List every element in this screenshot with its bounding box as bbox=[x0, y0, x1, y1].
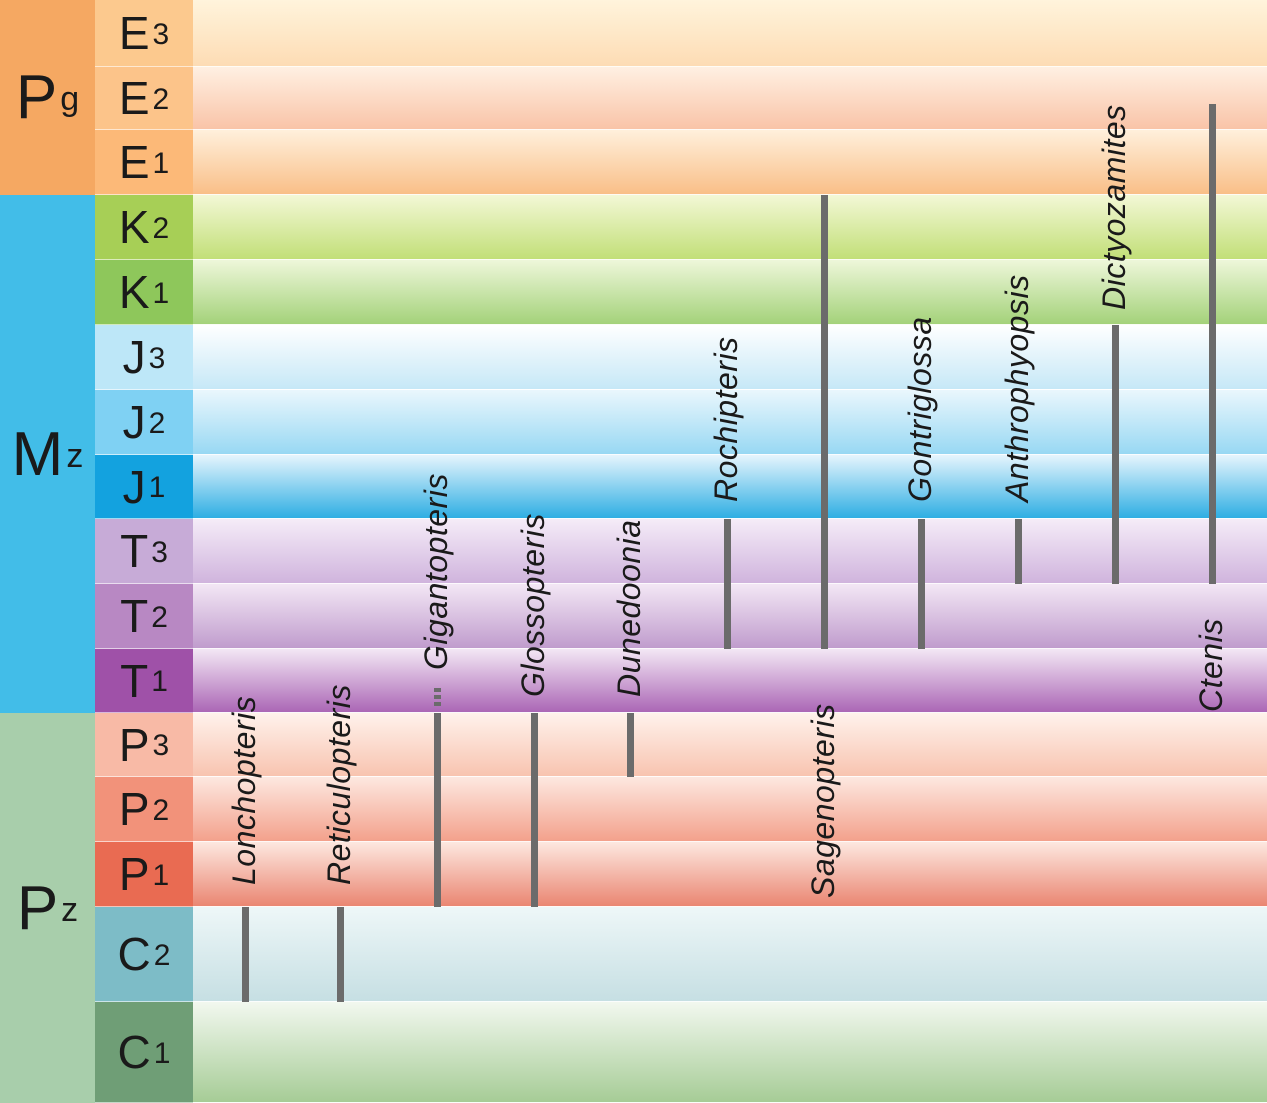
era-symbol: P bbox=[16, 873, 59, 943]
range-bar-dunedoonia bbox=[627, 713, 634, 777]
stage-symbol: P bbox=[118, 718, 150, 771]
stage-band-k1 bbox=[193, 260, 1267, 325]
stage-subscript: 3 bbox=[151, 535, 168, 569]
taxon-label-lonchopteris: Lonchopteris bbox=[226, 695, 262, 885]
stage-band-t1 bbox=[193, 649, 1267, 713]
stage-subscript: 2 bbox=[152, 793, 170, 827]
range-bar-rochipteris bbox=[724, 519, 731, 649]
range-bar-ctenis bbox=[1209, 104, 1216, 584]
stage-subscript: 1 bbox=[152, 276, 170, 310]
stage-band-p3 bbox=[193, 713, 1267, 777]
era-symbol: M bbox=[11, 419, 64, 489]
taxon-label-glossopteris: Glossopteris bbox=[515, 513, 551, 697]
range-bar-reticulopteris bbox=[337, 907, 344, 1002]
stage-band-e1 bbox=[193, 130, 1267, 195]
stage-band-k2 bbox=[193, 195, 1267, 260]
stage-symbol: P bbox=[118, 848, 150, 900]
stage-subscript: 1 bbox=[151, 665, 168, 699]
stage-symbol: J bbox=[122, 396, 146, 448]
taxon-label-reticulopteris: Reticulopteris bbox=[321, 684, 357, 885]
stage-band-e2 bbox=[193, 67, 1267, 130]
stage-subscript: 3 bbox=[152, 729, 170, 763]
stage-symbol: J bbox=[122, 331, 146, 383]
taxon-label-sagenopteris: Sagenopteris bbox=[805, 703, 841, 898]
stage-band-j3 bbox=[193, 325, 1267, 390]
stage-subscript: 2 bbox=[153, 938, 171, 972]
stage-symbol: T bbox=[120, 525, 149, 577]
range-bar-dash-gigantopteris-0 bbox=[434, 688, 441, 692]
range-bar-lonchopteris bbox=[242, 907, 249, 1002]
stage-band-p2 bbox=[193, 777, 1267, 842]
stage-symbol: E bbox=[118, 136, 150, 188]
stage-band-j2 bbox=[193, 390, 1267, 455]
era-symbol: P bbox=[15, 63, 58, 132]
range-bar-gigantopteris bbox=[434, 713, 441, 907]
stage-symbol: C bbox=[117, 928, 151, 980]
taxon-label-gontriglossa: Gontriglossa bbox=[902, 316, 938, 502]
stage-band-j1 bbox=[193, 455, 1267, 519]
stage-subscript: 2 bbox=[152, 211, 170, 245]
range-bar-dash-gigantopteris-2 bbox=[434, 702, 441, 706]
era-subscript: z bbox=[61, 890, 79, 929]
stage-band-p1 bbox=[193, 842, 1267, 907]
stage-symbol: P bbox=[118, 783, 150, 835]
stage-subscript: 1 bbox=[152, 146, 170, 180]
stage-band-e3 bbox=[193, 0, 1267, 67]
stage-subscript: 3 bbox=[152, 17, 170, 51]
stage-symbol: J bbox=[122, 460, 146, 513]
range-bar-anthrophyopsis bbox=[1015, 519, 1022, 584]
stage-symbol: E bbox=[118, 7, 150, 59]
range-bar-glossopteris bbox=[531, 713, 538, 907]
stage-symbol: T bbox=[120, 654, 149, 707]
taxon-label-anthrophyopsis: Anthrophyopsis bbox=[999, 274, 1035, 502]
stage-symbol: C bbox=[117, 1026, 151, 1078]
stage-subscript: 2 bbox=[152, 82, 170, 116]
stage-subscript: 1 bbox=[153, 1036, 171, 1070]
range-bar-dash-gigantopteris-1 bbox=[434, 695, 441, 699]
stage-subscript: 3 bbox=[148, 341, 166, 375]
era-subscript: z bbox=[66, 436, 84, 475]
stage-subscript: 2 bbox=[151, 600, 168, 634]
stage-band-c2 bbox=[193, 907, 1267, 1002]
range-bar-sagenopteris bbox=[821, 195, 828, 649]
stage-symbol: T bbox=[120, 590, 149, 642]
taxon-label-dunedoonia: Dunedoonia bbox=[611, 519, 647, 697]
taxon-label-dictyozamites: Dictyozamites bbox=[1096, 104, 1132, 310]
stage-symbol: K bbox=[118, 201, 150, 253]
stage-subscript: 1 bbox=[152, 858, 170, 892]
taxon-label-rochipteris: Rochipteris bbox=[708, 336, 744, 502]
stage-symbol: E bbox=[118, 72, 150, 124]
taxon-label-ctenis: Ctenis bbox=[1193, 618, 1229, 712]
stage-subscript: 1 bbox=[148, 471, 166, 505]
stage-subscript: 2 bbox=[148, 406, 166, 440]
era-subscript: g bbox=[60, 80, 80, 119]
stage-symbol: K bbox=[118, 266, 150, 318]
stage-band-c1 bbox=[193, 1002, 1267, 1103]
taxon-label-gigantopteris: Gigantopteris bbox=[418, 473, 454, 670]
range-bar-dictyozamites bbox=[1112, 325, 1119, 584]
range-bar-gontriglossa bbox=[918, 519, 925, 649]
